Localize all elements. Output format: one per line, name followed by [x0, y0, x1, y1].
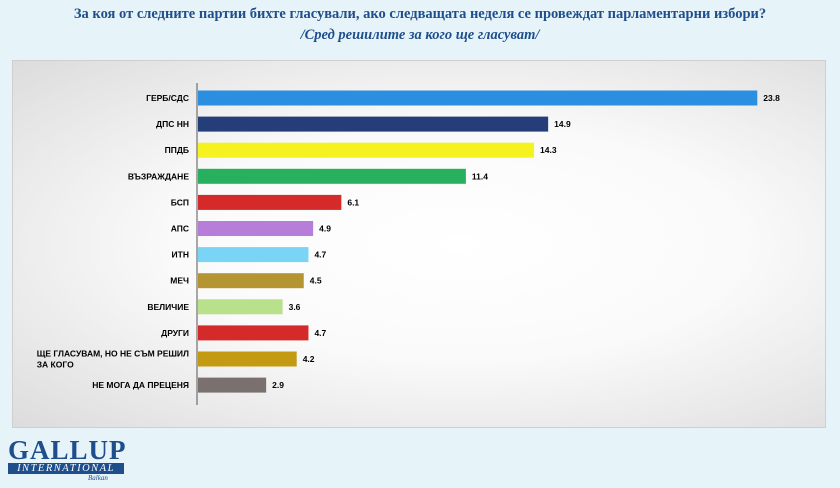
bar-chart: 23.8 ГЕРБ/СДС 14.9 ДПС НН 14.3 ППДБ 11.4 ВЪЗРАЖ…	[37, 83, 780, 405]
bar	[198, 325, 309, 341]
bar	[198, 116, 549, 132]
category-label: АПС	[171, 224, 189, 234]
category-label: ГЕРБ/СДС	[146, 93, 189, 103]
value-label: 4.7	[314, 250, 326, 260]
value-label: 2.9	[272, 380, 284, 390]
chart-title: За коя от следните партии бихте гласувал…	[0, 4, 840, 46]
value-label: 4.9	[319, 224, 331, 234]
bar	[198, 247, 309, 263]
bar	[198, 377, 267, 393]
category-label: ВЕЛИЧИЕ	[147, 302, 189, 312]
category-label: ЩЕ ГЛАСУВАМ, НО НЕ СЪМ РЕШИЛ	[37, 349, 189, 359]
title-line-2: /Сред решилите за кого ще гласуват/	[300, 27, 540, 43]
value-label: 23.8	[763, 93, 780, 103]
bar	[198, 168, 466, 184]
chart-panel: 23.8 ГЕРБ/СДС 14.9 ДПС НН 14.3 ППДБ 11.4 ВЪЗРАЖ…	[12, 60, 826, 428]
category-label: ИТН	[172, 250, 189, 260]
bar	[198, 142, 535, 158]
logo-small-text: Balkan	[88, 474, 108, 482]
bar	[198, 194, 342, 210]
bar	[198, 273, 304, 289]
value-label: 14.3	[540, 145, 557, 155]
category-label: ППДБ	[165, 145, 189, 155]
value-label: 4.7	[314, 328, 326, 338]
category-label: ДПС НН	[156, 119, 189, 129]
bar	[198, 221, 314, 236]
category-label: ЗА КОГО	[37, 360, 74, 370]
category-label: НЕ МОГА ДА ПРЕЦЕНЯ	[92, 380, 189, 390]
gallup-logo: GALLUP INTERNATIONAL Balkan	[8, 435, 130, 488]
logo-main-text: GALLUP	[8, 435, 127, 465]
category-label: ВЪЗРАЖДАНЕ	[128, 171, 190, 181]
logo-band-text: INTERNATIONAL	[8, 463, 124, 474]
value-label: 4.5	[310, 276, 322, 286]
value-label: 11.4	[472, 171, 488, 181]
bar	[198, 90, 758, 106]
value-label: 4.2	[303, 354, 315, 364]
value-label: 14.9	[554, 119, 571, 129]
value-label: 3.6	[289, 302, 301, 312]
bar	[198, 351, 297, 367]
category-label: БСП	[171, 197, 189, 207]
category-label: ДРУГИ	[161, 328, 189, 338]
title-line-1: За коя от следните партии бихте гласувал…	[73, 6, 767, 22]
category-label: МЕЧ	[170, 276, 189, 286]
bar	[198, 299, 283, 315]
value-label: 6.1	[347, 197, 359, 207]
